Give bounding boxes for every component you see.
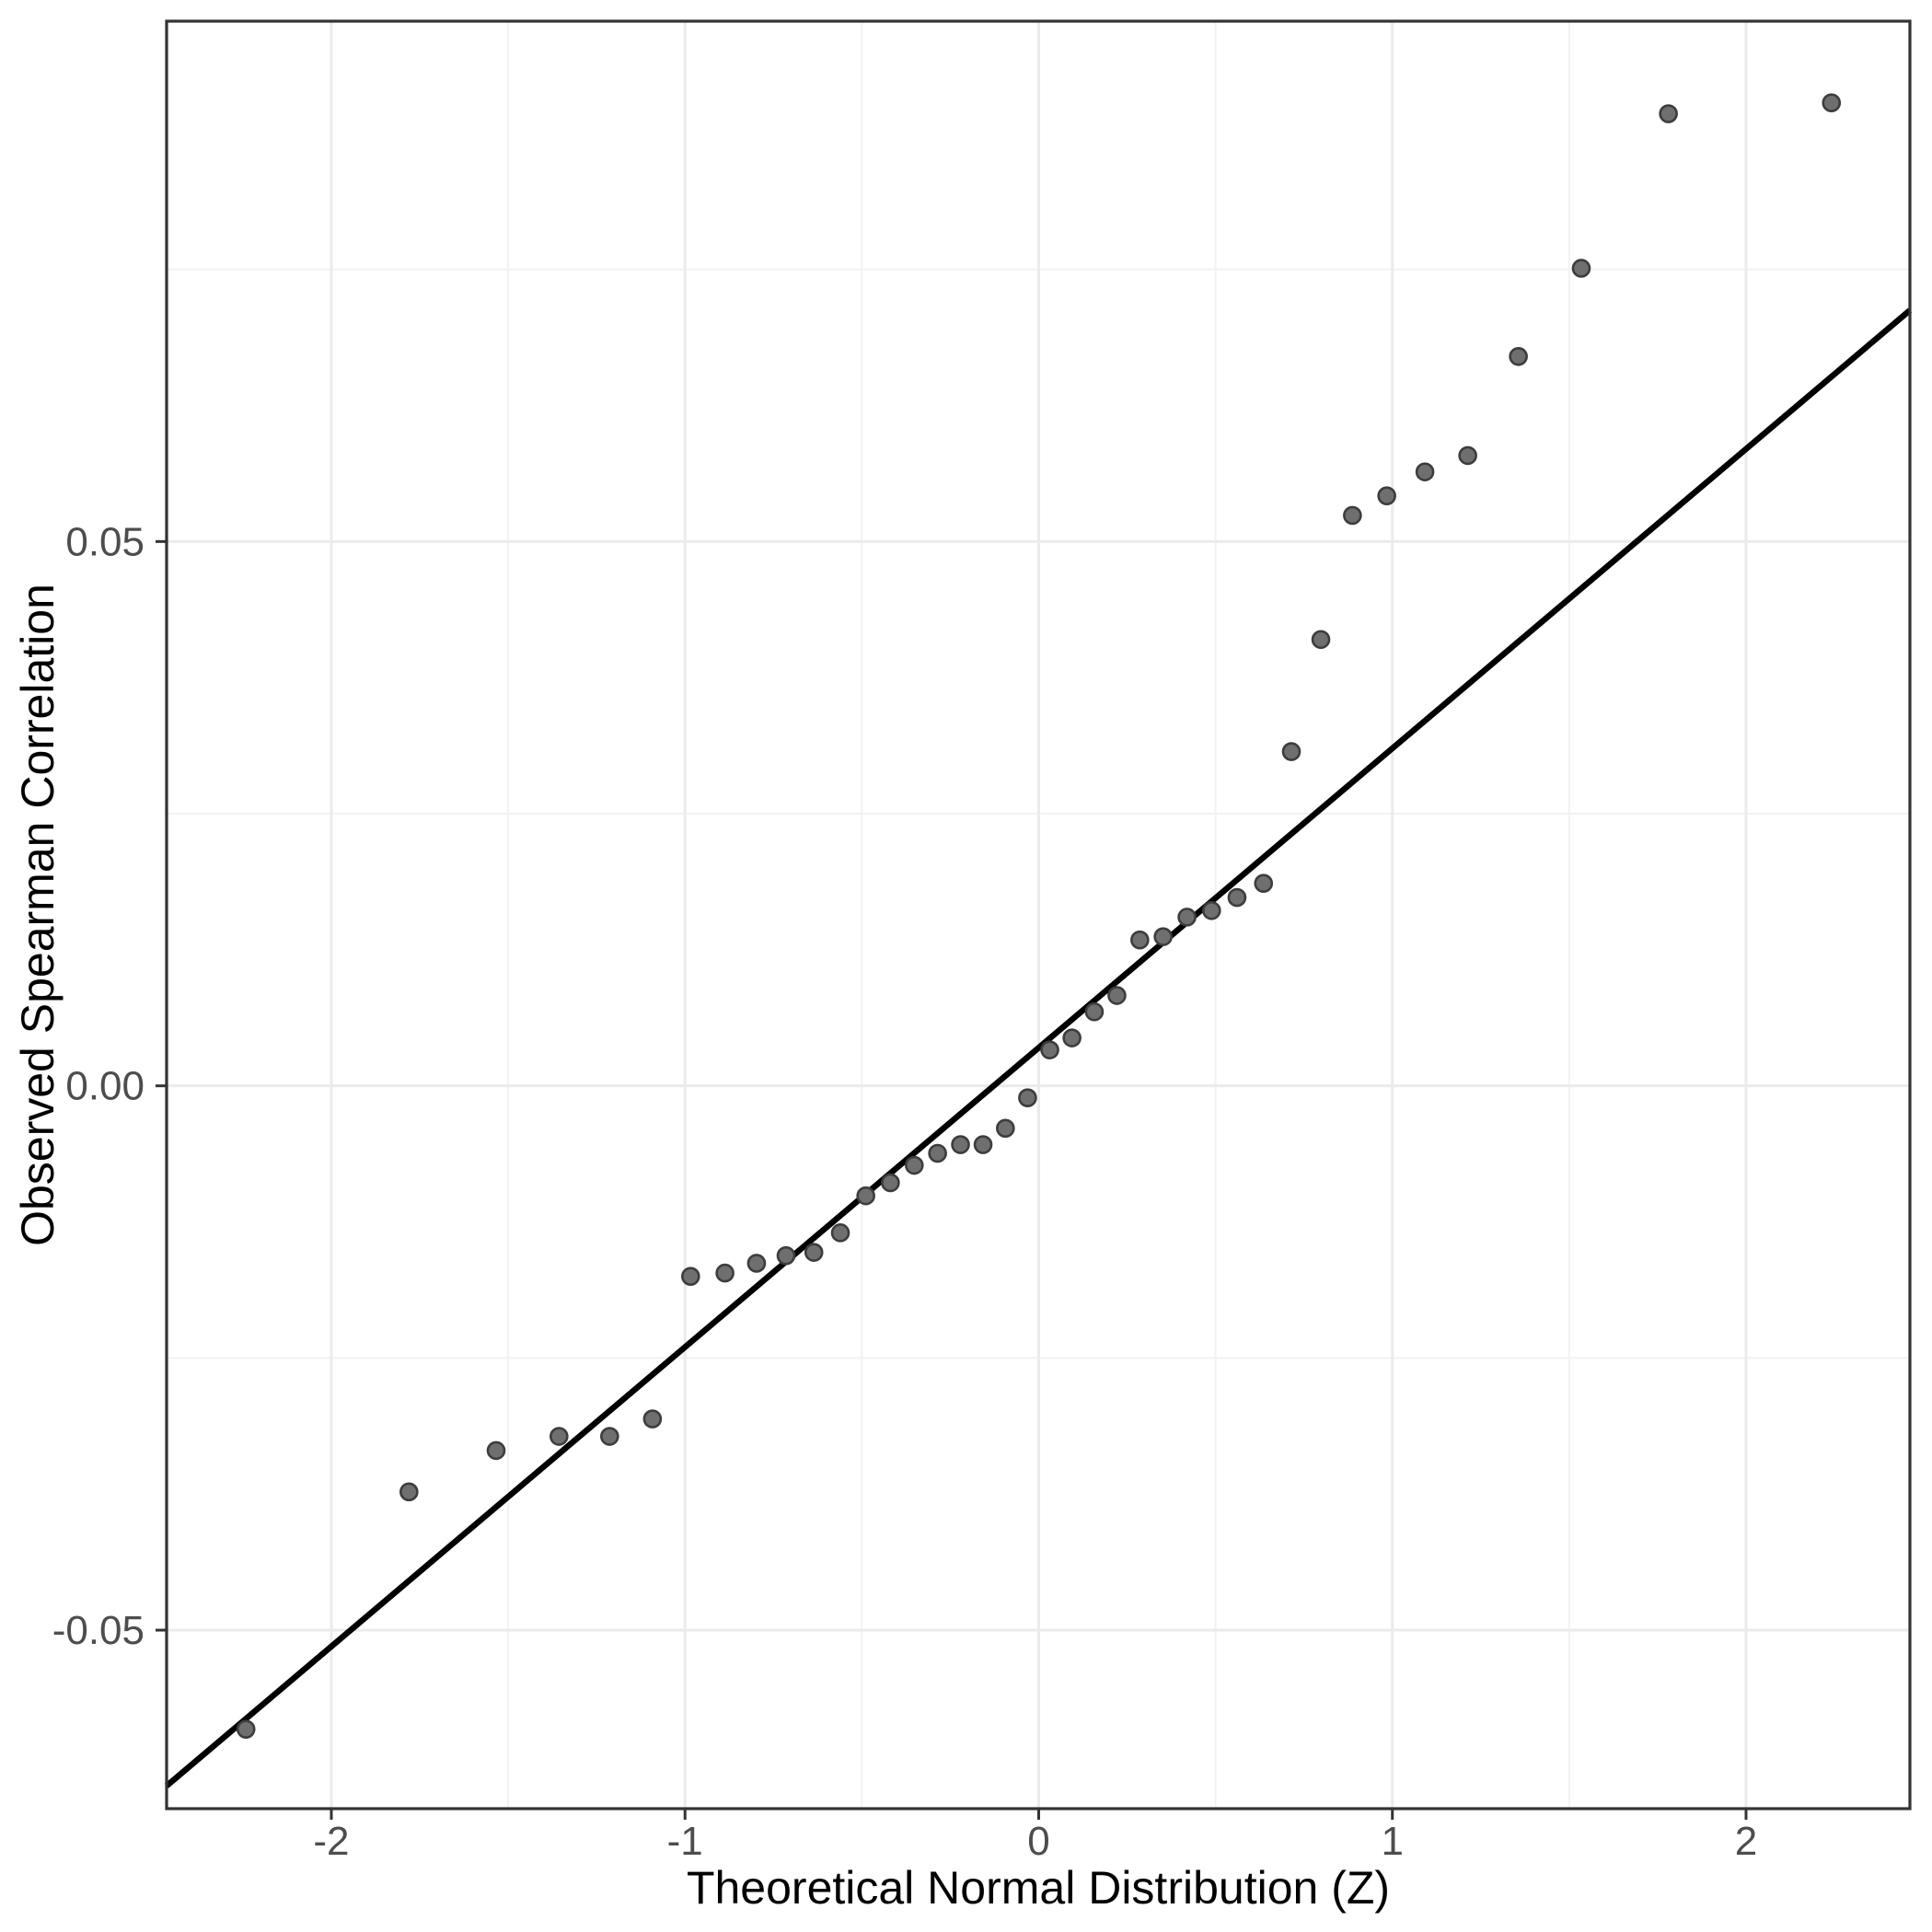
data-point (236, 1719, 256, 1739)
data-point (1202, 900, 1221, 920)
data-point (996, 1118, 1015, 1139)
data-point (1153, 927, 1173, 946)
data-point (1822, 93, 1842, 113)
chart-layers: -2 -1 0 1 2 0.05 0.00 -0.05 (52, 19, 1913, 1864)
data-point (1415, 462, 1435, 481)
data-point (1084, 1001, 1105, 1022)
axis-ticks (156, 539, 1748, 1820)
x-tick-label: 0 (1027, 1819, 1049, 1864)
data-point (600, 1427, 619, 1446)
data-point (1062, 1028, 1082, 1047)
data-point (776, 1245, 796, 1266)
data-point (1458, 445, 1477, 466)
x-tick-label: 2 (1735, 1819, 1757, 1864)
y-tick-label: -0.05 (52, 1608, 145, 1653)
data-point (715, 1263, 735, 1283)
qq-reference-line (164, 307, 1913, 1788)
grid-major (167, 21, 1910, 1809)
data-point (804, 1243, 824, 1262)
data-point (1018, 1088, 1037, 1107)
data-point (1343, 505, 1362, 526)
tick-labels: -2 -1 0 1 2 0.05 0.00 -0.05 (52, 519, 1758, 1864)
data-point (1130, 930, 1150, 950)
data-point (681, 1267, 700, 1286)
data-point (951, 1135, 970, 1154)
data-point (1254, 873, 1274, 894)
data-point (1571, 259, 1591, 278)
data-point (1177, 908, 1197, 927)
x-tick-label: 1 (1381, 1819, 1403, 1864)
data-point (856, 1186, 875, 1206)
data-point (1227, 887, 1247, 908)
data-point (1281, 742, 1301, 761)
data-point (1377, 486, 1396, 505)
data-point (928, 1143, 947, 1163)
data-point (550, 1427, 569, 1446)
y-axis-title: Observed Spearman Correlation (12, 584, 64, 1246)
data-point (399, 1482, 419, 1502)
data-point (1311, 630, 1331, 650)
x-tick-label: -1 (667, 1819, 703, 1864)
data-point (1509, 346, 1528, 366)
x-tick-label: -2 (313, 1819, 349, 1864)
data-point (642, 1409, 663, 1429)
data-point (486, 1440, 506, 1461)
y-tick-label: 0.05 (65, 519, 145, 564)
data-point (1107, 986, 1127, 1005)
data-point (1659, 104, 1678, 123)
data-point (830, 1223, 850, 1243)
points (236, 93, 1842, 1739)
data-point (973, 1135, 993, 1154)
data-point (746, 1254, 767, 1273)
data-point (881, 1173, 900, 1193)
data-point (905, 1155, 924, 1175)
y-tick-label: 0.00 (65, 1064, 145, 1109)
data-point (1040, 1040, 1059, 1059)
x-axis-title: Theoretical Normal Distribution (Z) (687, 1862, 1390, 1914)
